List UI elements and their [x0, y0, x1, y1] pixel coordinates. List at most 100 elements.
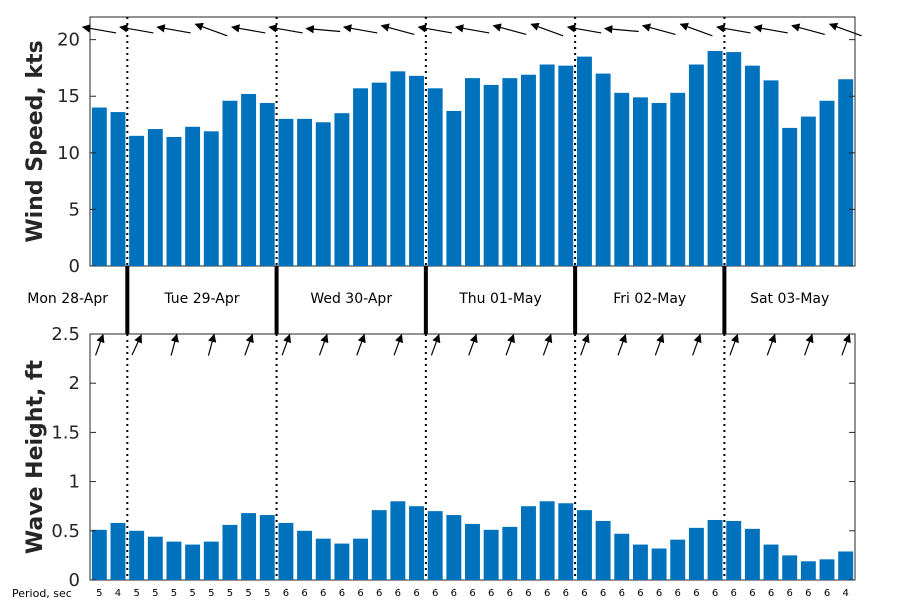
wind-direction-arrow [342, 24, 378, 34]
wave-bar [576, 510, 592, 580]
wave-direction-arrow [393, 333, 403, 356]
wind-bar [259, 103, 275, 266]
wind-bar [819, 100, 835, 266]
wave-bar [726, 520, 742, 580]
wind-bar [91, 107, 107, 266]
wave-bar [782, 555, 798, 580]
wave-bar [446, 515, 462, 580]
period-label: 6 [563, 588, 569, 599]
wave-bar [427, 511, 443, 580]
wave-bar [465, 523, 480, 580]
wind-bar [409, 75, 424, 266]
wave-bar [203, 541, 219, 580]
period-label: 6 [600, 588, 606, 599]
wave-bar [315, 538, 331, 580]
period-label: 6 [507, 588, 513, 599]
wave-bar [614, 533, 630, 580]
period-label: 6 [581, 588, 587, 599]
wave-ytick-label: 2 [69, 373, 80, 394]
wave-direction-arrow [318, 333, 329, 356]
wind-bar [614, 92, 630, 266]
wind-bar [800, 116, 816, 266]
wind-bar [110, 112, 126, 266]
wave-direction-arrow [654, 333, 665, 356]
day-label: Mon 28-Apr [27, 291, 108, 307]
wave-direction-arrow [580, 333, 590, 356]
wave-direction-arrow [131, 334, 142, 356]
wave-bar [110, 522, 126, 580]
wind-direction-arrow [716, 24, 751, 34]
period-label: 6 [469, 588, 475, 599]
day-label: Tue 29-Apr [163, 291, 239, 307]
period-label: 6 [320, 588, 326, 599]
period-label: 6 [787, 588, 793, 599]
wave-bar [688, 527, 704, 580]
wind-direction-arrow [791, 23, 825, 35]
wind-direction-arrow [231, 24, 266, 34]
wind-bar [707, 50, 723, 266]
wind-direction-arrow [530, 22, 564, 37]
wind-direction-arrow [380, 23, 415, 35]
period-label: 6 [451, 588, 457, 599]
wind-bar [670, 92, 686, 266]
period-label: 6 [413, 588, 419, 599]
wind-bar [129, 135, 145, 266]
wave-direction-arrow [356, 333, 366, 356]
wind-ytick-label: 20 [57, 30, 80, 51]
wind-direction-arrow [156, 24, 191, 34]
period-label: 6 [357, 588, 363, 599]
wind-bar [688, 64, 704, 266]
wave-bar [521, 506, 536, 580]
wind-bar [595, 73, 611, 266]
wind-bar [651, 103, 667, 266]
wind-bar [576, 56, 592, 267]
wave-bar [838, 551, 854, 580]
wave-bar [166, 541, 182, 580]
period-label: 6 [432, 588, 438, 599]
wind-bar [390, 71, 406, 266]
wave-direction-arrow [692, 333, 702, 356]
period-label: 6 [731, 588, 737, 599]
wind-bar [763, 80, 779, 266]
wave-direction-arrow [841, 333, 851, 356]
wave-direction-arrow [804, 333, 814, 356]
period-label: 6 [544, 588, 550, 599]
wind-direction-arrow [828, 22, 862, 37]
wave-direction-arrow [542, 333, 553, 356]
wave-ytick-label: 2.5 [51, 324, 80, 345]
wind-bar [502, 78, 518, 266]
wind-bar [446, 110, 462, 266]
wave-bar [390, 501, 406, 580]
wave-ytick-label: 0 [69, 570, 80, 591]
wind-bar [222, 100, 238, 266]
period-label: 6 [749, 588, 755, 599]
wind-bar [241, 93, 257, 266]
wave-direction-arrow [766, 333, 777, 356]
period-label: 4 [115, 588, 121, 599]
wind-bar [371, 82, 387, 267]
wave-direction-arrow [244, 333, 254, 356]
period-label: 5 [245, 588, 251, 599]
wind-ytick-label: 0 [69, 256, 80, 277]
wave-bar [670, 539, 686, 580]
wave-bar [91, 529, 107, 580]
wave-ytick-label: 1 [69, 472, 80, 493]
wind-ytick-label: 15 [57, 86, 80, 107]
wind-bar [465, 78, 480, 266]
wind-bar [744, 65, 760, 266]
wind-bar [315, 122, 331, 266]
period-label: 5 [171, 588, 177, 599]
wind-bar [427, 88, 443, 267]
wind-bar [278, 118, 294, 266]
period-label: 6 [656, 588, 662, 599]
period-label: 6 [805, 588, 811, 599]
wind-bar [203, 131, 219, 266]
wind-direction-arrow [454, 24, 490, 34]
wave-bar [539, 501, 555, 580]
period-label: 6 [693, 588, 699, 599]
wind-direction-arrow [492, 23, 527, 35]
day-label: Fri 02-May [613, 291, 686, 307]
wave-bar [371, 510, 387, 580]
wind-bar [166, 136, 182, 266]
